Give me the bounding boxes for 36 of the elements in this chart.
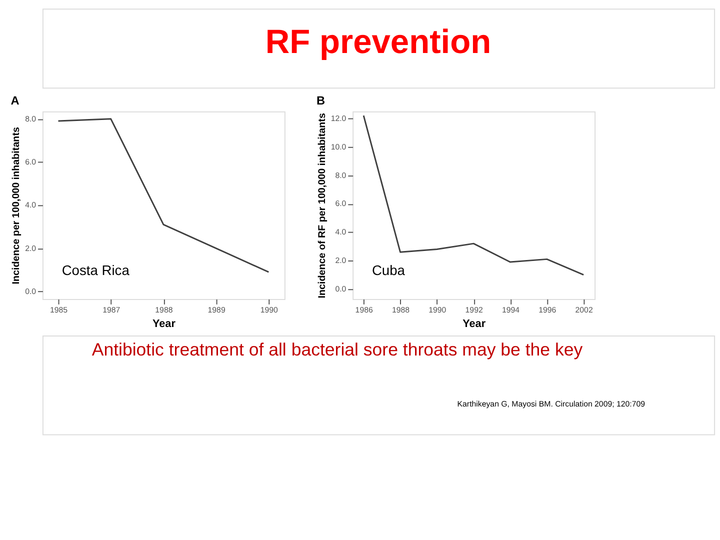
text: Antibiotic treatment of all bacterial sore throats may be the key xyxy=(92,339,583,360)
x-tick-label: 2002 xyxy=(575,305,593,314)
x-axis-title: Year xyxy=(462,318,486,330)
text: Karthikeyan G, Mayosi BM. Circulation 2009; 120:709 xyxy=(457,400,646,409)
x-tick-label: 1986 xyxy=(355,305,374,314)
chart-title: B xyxy=(316,93,326,108)
y-tick-label: 2.0 xyxy=(335,256,347,266)
y-axis-title: Incidence per 100,000 inhabitants xyxy=(11,126,22,284)
x-tick-label: 1992 xyxy=(465,305,483,314)
x-tick-label: 1988 xyxy=(392,305,410,314)
x-tick-label: 1989 xyxy=(208,305,226,314)
y-axis-title: Incidence of RF per 100,000 inhabitants xyxy=(316,112,328,298)
y-tick-label: 8.0 xyxy=(335,170,347,180)
x-tick-label: 1990 xyxy=(428,305,447,314)
y-tick-label: 2.0 xyxy=(25,244,37,253)
x-tick-label: 1990 xyxy=(260,305,279,314)
annotation: Costa Rica xyxy=(62,262,130,278)
y-tick-label: 6.0 xyxy=(25,158,37,167)
x-axis-title: Year xyxy=(152,318,176,330)
y-tick-label: 4.0 xyxy=(25,200,37,210)
y-tick-label: 10.0 xyxy=(330,142,347,152)
x-tick-label: 1987 xyxy=(102,305,120,314)
text: RF prevention xyxy=(265,24,492,62)
x-tick-label: 1988 xyxy=(155,305,174,314)
y-tick-label: 8.0 xyxy=(25,114,37,124)
y-tick-label: 0.0 xyxy=(335,284,347,294)
y-tick-label: 4.0 xyxy=(335,228,347,237)
annotation: Cuba xyxy=(372,262,406,278)
x-tick-label: 1996 xyxy=(538,305,557,314)
x-tick-label: 1985 xyxy=(50,305,68,314)
y-tick-label: 6.0 xyxy=(335,199,347,208)
chart-title: A xyxy=(10,93,20,108)
line-series xyxy=(362,114,584,276)
y-tick-label: 0.0 xyxy=(25,286,37,296)
y-tick-label: 12.0 xyxy=(330,114,347,123)
x-tick-label: 1994 xyxy=(502,305,520,314)
